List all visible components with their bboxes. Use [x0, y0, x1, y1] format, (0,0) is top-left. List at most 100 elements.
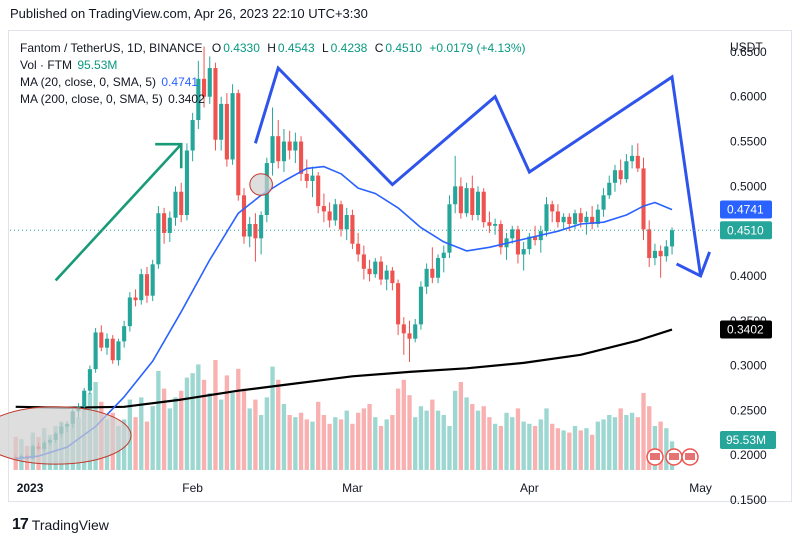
change-value: +0.0179 (+4.13%)	[429, 41, 526, 55]
trend-arrow-shaft	[54, 143, 183, 282]
candle-body	[276, 136, 281, 162]
candle-body	[447, 204, 452, 253]
candle-body	[424, 268, 429, 287]
ma20-label[interactable]: MA (20, close, 0, SMA, 5)	[20, 75, 157, 89]
volume-bar	[367, 404, 372, 470]
candle-body	[338, 204, 344, 230]
tradingview-logo[interactable]: 17 TradingView	[12, 516, 109, 534]
volume-bar	[498, 426, 503, 470]
volume-bar	[453, 390, 458, 470]
published-header: Published on TradingView.com, Apr 26, 20…	[10, 6, 368, 21]
candle-body	[259, 215, 264, 239]
volume-bar	[629, 412, 635, 470]
candle-body	[87, 369, 92, 391]
candle-body	[630, 155, 635, 162]
candle-body	[550, 204, 555, 212]
volume-bar	[647, 406, 652, 470]
volume-bar	[424, 410, 429, 470]
volume-bar	[378, 426, 384, 470]
volume-bar	[487, 417, 492, 470]
ma200-label[interactable]: MA (200, close, 0, SMA, 5)	[20, 92, 163, 106]
candle-body	[669, 230, 675, 247]
ma200-path	[15, 328, 673, 409]
candle-body	[373, 261, 378, 275]
price-tick-label: 0.2500	[730, 403, 767, 417]
candle-body	[162, 213, 167, 233]
price-tick-label: 0.6500	[730, 45, 767, 59]
volume-bar	[641, 393, 646, 470]
wave-projection-line	[253, 65, 703, 277]
candle-body	[487, 222, 492, 226]
tradingview-logo-text: TradingView	[31, 517, 109, 533]
candle-body	[647, 229, 652, 259]
candle-body	[544, 204, 549, 232]
volume-bar	[156, 371, 161, 470]
candle-body	[82, 390, 87, 407]
candle-body	[116, 341, 121, 361]
volume-bar	[247, 408, 252, 470]
volume-bar	[355, 412, 361, 470]
candle-body	[498, 223, 503, 248]
volume-label[interactable]: Vol · FTM	[20, 58, 73, 72]
candle-body	[201, 78, 207, 97]
volume-bar	[310, 421, 315, 470]
event-flag-stripes	[685, 453, 695, 460]
volume-bar	[333, 417, 338, 470]
volume-bar	[430, 399, 435, 470]
volume-bar	[635, 417, 640, 470]
volume-bar	[550, 423, 555, 470]
candle-body	[122, 326, 127, 342]
candle-body	[612, 170, 618, 183]
volume-bar	[316, 401, 321, 470]
candle-body	[533, 236, 538, 241]
volume-bar	[150, 406, 155, 470]
candle-body	[93, 332, 98, 370]
volume-bar	[607, 415, 612, 470]
price-tick-label: 0.4000	[730, 269, 767, 283]
currency-label[interactable]: USDT	[730, 40, 763, 54]
volume-bar	[390, 415, 395, 470]
candle-body	[441, 252, 446, 259]
candle-body	[595, 209, 600, 224]
volume-bar	[281, 404, 287, 470]
candle-body	[401, 324, 406, 334]
symbol-label[interactable]: Fantom / TetherUS, 1D, BINANCE	[20, 41, 203, 55]
highlight-circle	[249, 173, 273, 196]
ma20-badge-text: 0.4741	[727, 203, 764, 217]
volume-bar	[361, 408, 367, 470]
volume-bar	[304, 419, 309, 470]
candle-body	[167, 217, 172, 233]
candle-body	[635, 155, 640, 169]
low-label: L	[321, 41, 329, 55]
volume-bar	[527, 423, 532, 470]
candle-body	[378, 261, 384, 280]
price-tick-label: 0.1500	[730, 493, 767, 507]
candle-body	[207, 68, 212, 97]
candle-body	[179, 191, 184, 216]
event-flag-stripes	[650, 453, 660, 460]
volume-bar	[561, 430, 566, 470]
candle-body	[173, 191, 178, 218]
low-value: 0.4238	[330, 41, 368, 55]
candle-body	[590, 216, 595, 224]
candle-body	[555, 211, 560, 223]
candle-body	[396, 283, 401, 325]
candle-body	[624, 161, 629, 180]
candle-body	[567, 216, 572, 224]
volume-badge-bg	[720, 431, 776, 449]
price-tick-label: 0.6000	[730, 90, 767, 104]
close-value: 0.4510	[385, 41, 423, 55]
high-label: H	[267, 41, 276, 55]
volume-bar	[144, 421, 150, 470]
wave-arrow-head	[675, 251, 711, 279]
candle-body	[407, 333, 412, 339]
time-tick-label: 2023	[17, 481, 44, 495]
volume-bar	[179, 390, 184, 470]
candle-body	[350, 215, 355, 244]
legend-ma20-row: MA (20, close, 0, SMA, 5) 0.4741	[20, 74, 526, 91]
tradingview-logo-icon: 17	[12, 516, 29, 533]
candle-body	[521, 249, 526, 255]
candle-body	[493, 223, 498, 226]
volume-bar	[515, 408, 521, 470]
